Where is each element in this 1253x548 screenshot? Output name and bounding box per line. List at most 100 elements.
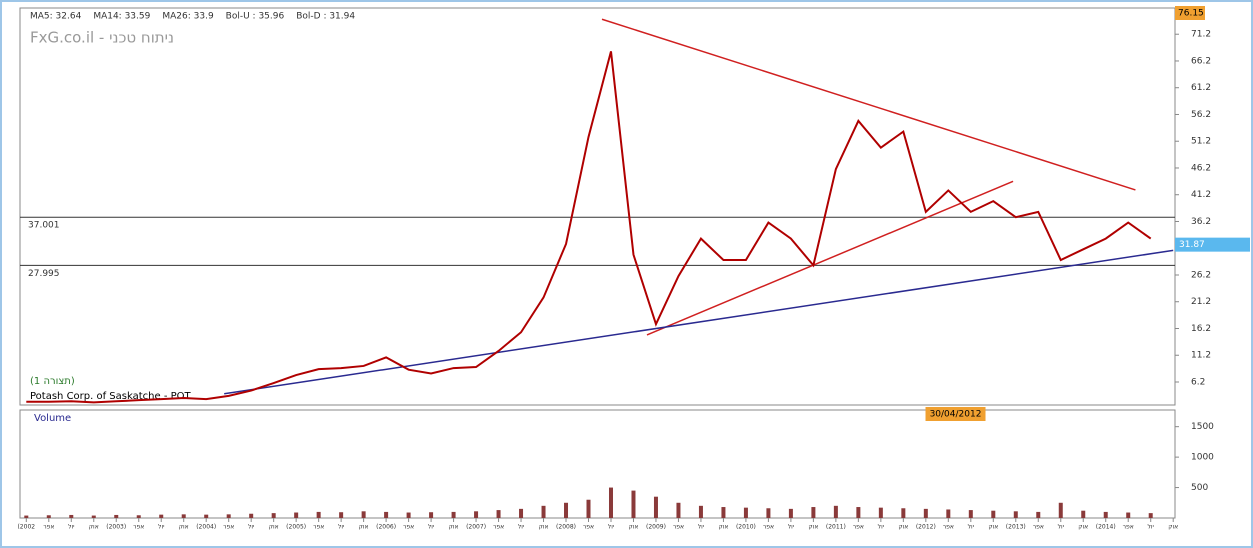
indicator-label: MA26: 33.9 xyxy=(162,12,214,22)
volume-bar xyxy=(181,514,186,518)
x-tick-label: אוק xyxy=(1168,524,1178,531)
x-tick-label: אוק xyxy=(808,524,818,531)
volume-bar xyxy=(631,490,636,518)
volume-bar xyxy=(1126,512,1131,518)
y-tick-label: 36.2 xyxy=(1191,217,1211,227)
volume-title: Volume xyxy=(34,413,71,424)
y-tick-label: 11.2 xyxy=(1191,351,1211,361)
y-tick-label: 71.2 xyxy=(1191,30,1211,40)
volume-bar xyxy=(1081,510,1086,518)
trendline xyxy=(646,180,1014,336)
high-value: 76.15 xyxy=(1178,9,1204,19)
volume-bar xyxy=(856,507,861,518)
y-tick-label: 41.2 xyxy=(1191,190,1211,200)
level-label: 37.001 xyxy=(28,221,60,231)
x-tick-label: אוק xyxy=(988,524,998,531)
annotation: 30/04/2012 xyxy=(930,410,982,420)
volume-bar xyxy=(46,515,51,518)
x-tick-label: (2007) xyxy=(466,524,486,531)
y-tick-label: 61.2 xyxy=(1191,83,1211,93)
x-tick-label: (2012) xyxy=(916,524,936,531)
price-line xyxy=(26,51,1152,404)
volume-bar xyxy=(698,505,703,518)
y-tick-label: 56.2 xyxy=(1191,110,1211,120)
volume-bar xyxy=(564,502,569,518)
y-tick-label: 46.2 xyxy=(1191,163,1211,173)
x-tick-label: אפר xyxy=(673,524,684,531)
x-tick-label: (2005) xyxy=(286,524,306,531)
volume-bar xyxy=(451,511,456,518)
x-tick-label: יול xyxy=(1058,524,1064,531)
y-tick-label: 16.2 xyxy=(1191,324,1211,334)
volume-bar xyxy=(384,511,389,518)
x-tick-label: אפר xyxy=(583,524,594,531)
y-tick-label: 1000 xyxy=(1191,453,1214,463)
volume-bar xyxy=(69,514,74,518)
x-tick-label: אוק xyxy=(539,524,549,531)
x-tick-label: אוק xyxy=(449,524,459,531)
subtitle: (תצורה 1) xyxy=(30,376,75,387)
last-tag xyxy=(1175,237,1250,252)
watermark: FxG.co.il - ניתוח טכני xyxy=(30,29,174,47)
volume-bar xyxy=(811,507,816,518)
x-tick-label: (2003) xyxy=(106,524,126,531)
level-label: 27.995 xyxy=(28,269,60,279)
x-tick-label: אפר xyxy=(1033,524,1044,531)
volume-bar xyxy=(249,513,254,518)
volume-bar xyxy=(968,510,973,518)
x-tick-label: יול xyxy=(878,524,884,531)
x-tick-label: (2013) xyxy=(1006,524,1026,531)
x-tick-label: אוק xyxy=(179,524,189,531)
x-tick-label: אפר xyxy=(1123,524,1134,531)
volume-bar xyxy=(271,513,276,518)
volume-bar xyxy=(923,508,928,518)
y-tick-label: 6.2 xyxy=(1191,377,1205,387)
x-tick-label: יול xyxy=(518,524,524,531)
volume-bar xyxy=(676,502,681,518)
volume-bar xyxy=(136,515,141,518)
annotation-box xyxy=(925,407,986,421)
volume-bar xyxy=(721,507,726,518)
volume-bar xyxy=(1058,502,1063,518)
x-tick-label: (2011) xyxy=(826,524,846,531)
volume-bar xyxy=(1013,511,1018,518)
x-tick-label: אוק xyxy=(1078,524,1088,531)
volume-bar xyxy=(541,505,546,518)
volume-bar xyxy=(901,508,906,518)
volume-bar xyxy=(1036,511,1041,518)
y-tick-label: 500 xyxy=(1191,483,1208,493)
trendline xyxy=(601,18,1136,191)
volume-bar xyxy=(788,508,793,518)
indicator-label: MA5: 32.64 xyxy=(30,12,82,22)
x-tick-label: אוק xyxy=(269,524,279,531)
volume-bar xyxy=(316,511,321,518)
volume-bar xyxy=(878,507,883,518)
indicator-label: MA14: 33.59 xyxy=(93,12,150,22)
x-tick-label: אוק xyxy=(89,524,99,531)
x-tick-label: יול xyxy=(158,524,164,531)
x-tick-label: (2009) xyxy=(646,524,666,531)
x-tick-label: (2008) xyxy=(556,524,576,531)
x-tick-label: (2004) xyxy=(196,524,216,531)
x-tick-label: יול xyxy=(968,524,974,531)
volume-bar xyxy=(339,512,344,518)
volume-bar xyxy=(496,510,501,518)
volume-bar xyxy=(833,505,838,518)
volume-bar xyxy=(204,514,209,518)
volume-bar xyxy=(653,496,658,518)
x-tick-label: יול xyxy=(248,524,254,531)
y-tick-label: 51.2 xyxy=(1191,137,1211,147)
volume-bar xyxy=(294,512,299,518)
volume-bar xyxy=(766,508,771,518)
volume-bar xyxy=(946,509,951,518)
x-tick-label: אוק xyxy=(629,524,639,531)
volume-bar xyxy=(608,487,613,518)
x-tick-label: יול xyxy=(68,524,74,531)
x-tick-label: יול xyxy=(338,524,344,531)
x-tick-label: (2002 xyxy=(17,524,35,531)
x-tick-label: אוק xyxy=(359,524,369,531)
volume-bar xyxy=(429,512,434,518)
